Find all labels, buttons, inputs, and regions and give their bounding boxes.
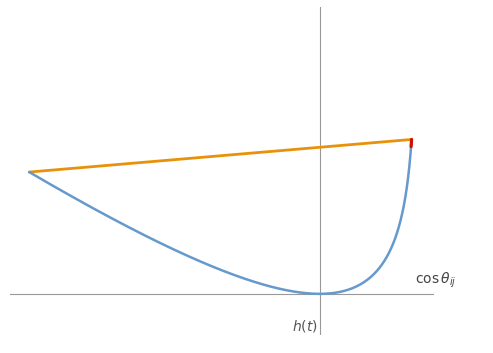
- Text: $\cos\theta_{ij}$: $\cos\theta_{ij}$: [416, 271, 457, 290]
- Text: $h(t)$: $h(t)$: [292, 318, 318, 334]
